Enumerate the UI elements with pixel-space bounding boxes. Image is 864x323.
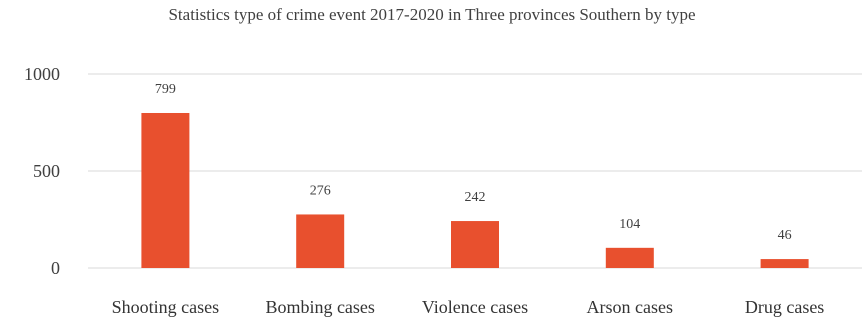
bars xyxy=(141,112,809,268)
x-category-label: Violence cases xyxy=(422,297,528,317)
chart-title: Statistics type of crime event 2017-2020… xyxy=(168,5,696,24)
x-category-label: Arson cases xyxy=(587,297,673,317)
data-label: 276 xyxy=(310,183,331,198)
bar xyxy=(141,112,190,268)
bar xyxy=(451,221,499,268)
y-tick-label: 1000 xyxy=(24,64,60,84)
x-category-label: Drug cases xyxy=(745,297,824,317)
data-label: 104 xyxy=(619,217,640,232)
x-axis-categories: Shooting cases Bombing cases Violence case… xyxy=(112,297,825,317)
bar xyxy=(296,214,345,268)
x-category-label: Bombing cases xyxy=(265,297,375,317)
bar xyxy=(760,259,809,268)
y-tick-label: 0 xyxy=(51,258,60,278)
x-category-label: Shooting cases xyxy=(112,297,220,317)
y-axis-ticks: 0 500 1000 xyxy=(24,64,60,278)
data-label: 46 xyxy=(778,228,792,243)
y-tick-label: 500 xyxy=(33,161,60,181)
bar xyxy=(605,247,654,268)
data-labels: 799 276 242 104 46 xyxy=(155,82,792,243)
data-label: 799 xyxy=(155,82,176,97)
data-label: 242 xyxy=(465,190,486,205)
